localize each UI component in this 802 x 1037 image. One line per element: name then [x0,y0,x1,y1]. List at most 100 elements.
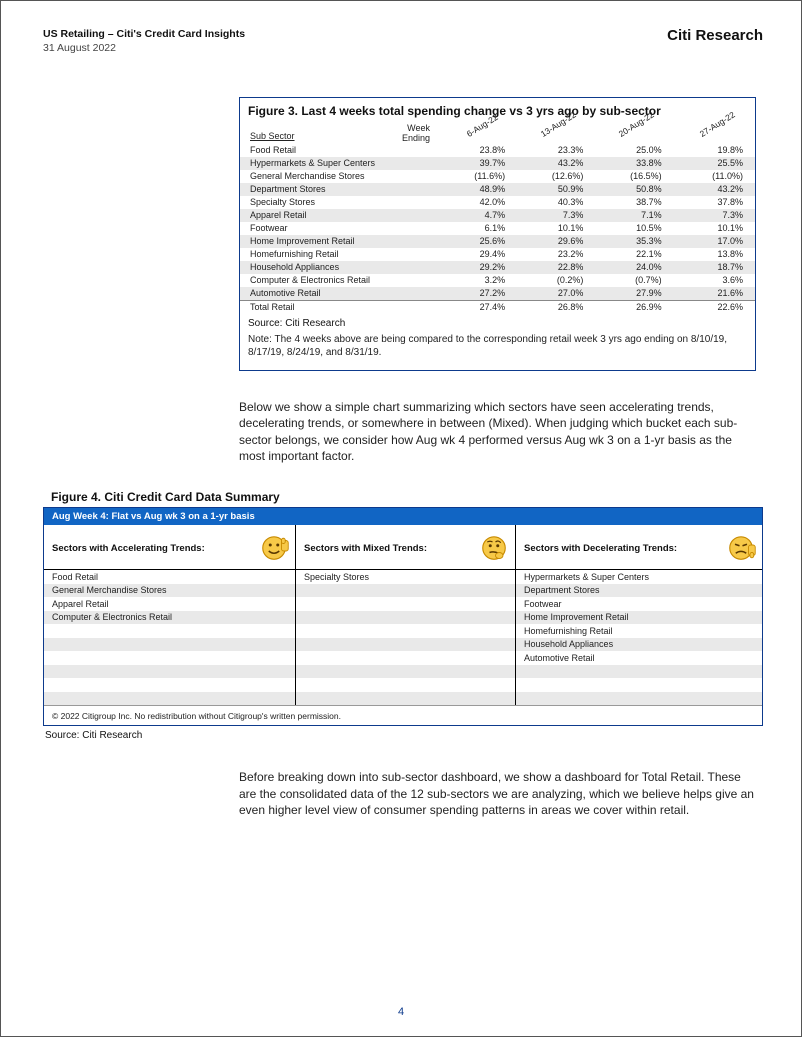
cell-value: 18.7% [668,261,755,274]
list-item: Hypermarkets & Super Centers [516,570,762,584]
cell-value: 38.7% [589,196,667,209]
cell-value: 23.2% [511,248,589,261]
thumbs-down-icon [726,533,756,563]
table-row: Footwear6.1%10.1%10.5%10.1% [240,222,755,235]
list-item [296,678,515,692]
ending-label: Ending [402,133,430,143]
cell-value: 40.3% [511,196,589,209]
figure-4-col-mixed: Specialty Stores [296,570,516,705]
list-item: Home Improvement Retail [516,611,762,625]
list-item: Department Stores [516,584,762,598]
row-label: Department Stores [240,183,440,196]
cell-value: 24.0% [589,261,667,274]
table-row: Computer & Electronics Retail3.2%(0.2%)(… [240,274,755,287]
cell-value: 19.8% [668,144,755,157]
row-label: Food Retail [240,144,440,157]
table-row: Hypermarkets & Super Centers39.7%43.2%33… [240,157,755,170]
cell-value: 33.8% [589,157,667,170]
figure-4-col-decelerating: Hypermarkets & Super CentersDepartment S… [516,570,762,705]
figure-4-box: Aug Week 4: Flat vs Aug wk 3 on a 1-yr b… [43,507,763,726]
cell-value: 29.6% [511,235,589,248]
date-header: 27-Aug-22 [668,121,755,144]
row-label: Home Improvement Retail [240,235,440,248]
figure-3-box: Figure 3. Last 4 weeks total spending ch… [239,97,756,371]
row-label: Specialty Stores [240,196,440,209]
cell-value: 7.3% [511,209,589,222]
cell-value: 4.7% [440,209,511,222]
page-header: US Retailing – Citi's Credit Card Insigh… [43,27,763,55]
figure-3-table: Week Ending Sub Sector 6-Aug-22 13-Aug-2… [240,121,755,314]
list-item [44,692,295,706]
table-row: Automotive Retail27.2%27.0%27.9%21.6% [240,287,755,301]
table-row: Homefurnishing Retail29.4%23.2%22.1%13.8… [240,248,755,261]
cell-value: 50.8% [589,183,667,196]
list-item: General Merchandise Stores [44,584,295,598]
list-item: Computer & Electronics Retail [44,611,295,625]
cell-value: 25.5% [668,157,755,170]
cell-value: 22.1% [589,248,667,261]
cell-value: (12.6%) [511,170,589,183]
row-label: Apparel Retail [240,209,440,222]
list-item [296,597,515,611]
cell-value: 27.4% [440,300,511,314]
doc-title: US Retailing – Citi's Credit Card Insigh… [43,27,245,41]
cell-value: 48.9% [440,183,511,196]
cell-value: 42.0% [440,196,511,209]
col-header-label: Sectors with Accelerating Trends: [52,543,205,554]
thinking-face-icon [479,533,509,563]
row-label: General Merchandise Stores [240,170,440,183]
sub-sector-header: Week Ending Sub Sector [240,121,440,144]
list-item: Apparel Retail [44,597,295,611]
list-item [44,651,295,665]
list-item [296,665,515,679]
cell-value: 25.6% [440,235,511,248]
figure-3-note: Note: The 4 weeks above are being compar… [240,331,755,370]
figure-4-title: Figure 4. Citi Credit Card Data Summary [43,485,763,507]
cell-value: (11.6%) [440,170,511,183]
list-item: Homefurnishing Retail [516,624,762,638]
figure-3: Figure 3. Last 4 weeks total spending ch… [239,97,756,371]
cell-value: 39.7% [440,157,511,170]
list-item [516,665,762,679]
list-item [296,624,515,638]
total-row: Total Retail27.4%26.8%26.9%22.6% [240,300,755,314]
cell-value: 43.2% [668,183,755,196]
list-item [296,651,515,665]
list-item: Footwear [516,597,762,611]
list-item [516,692,762,706]
week-label: Week [407,123,430,133]
cell-value: 27.2% [440,287,511,301]
row-label: Total Retail [240,300,440,314]
list-item [296,638,515,652]
list-item [44,624,295,638]
cell-value: (0.7%) [589,274,667,287]
col-header-label: Sectors with Decelerating Trends: [524,543,677,554]
figure-4-col-accelerating: Food RetailGeneral Merchandise StoresApp… [44,570,296,705]
row-label: Automotive Retail [240,287,440,301]
row-label: Household Appliances [240,261,440,274]
figure-4: Figure 4. Citi Credit Card Data Summary … [43,485,763,741]
figure-4-col-header-mixed: Sectors with Mixed Trends: [296,525,516,569]
cell-value: 3.2% [440,274,511,287]
cell-value: 10.1% [668,222,755,235]
table-row: Home Improvement Retail25.6%29.6%35.3%17… [240,235,755,248]
cell-value: 7.3% [668,209,755,222]
figure-4-source: Source: Citi Research [43,726,763,741]
list-item [296,584,515,598]
body-paragraph-2: Before breaking down into sub-sector das… [239,769,756,819]
header-left: US Retailing – Citi's Credit Card Insigh… [43,27,245,55]
cell-value: (16.5%) [589,170,667,183]
table-row: Household Appliances29.2%22.8%24.0%18.7% [240,261,755,274]
list-item: Food Retail [44,570,295,584]
figure-4-header-row: Sectors with Accelerating Trends: Sector… [44,525,762,569]
table-row: Apparel Retail4.7%7.3%7.1%7.3% [240,209,755,222]
cell-value: 10.5% [589,222,667,235]
cell-value: 22.8% [511,261,589,274]
cell-value: (11.0%) [668,170,755,183]
cell-value: 50.9% [511,183,589,196]
list-item [296,692,515,706]
table-header-row: Week Ending Sub Sector 6-Aug-22 13-Aug-2… [240,121,755,144]
cell-value: 17.0% [668,235,755,248]
list-item [44,638,295,652]
row-label: Homefurnishing Retail [240,248,440,261]
